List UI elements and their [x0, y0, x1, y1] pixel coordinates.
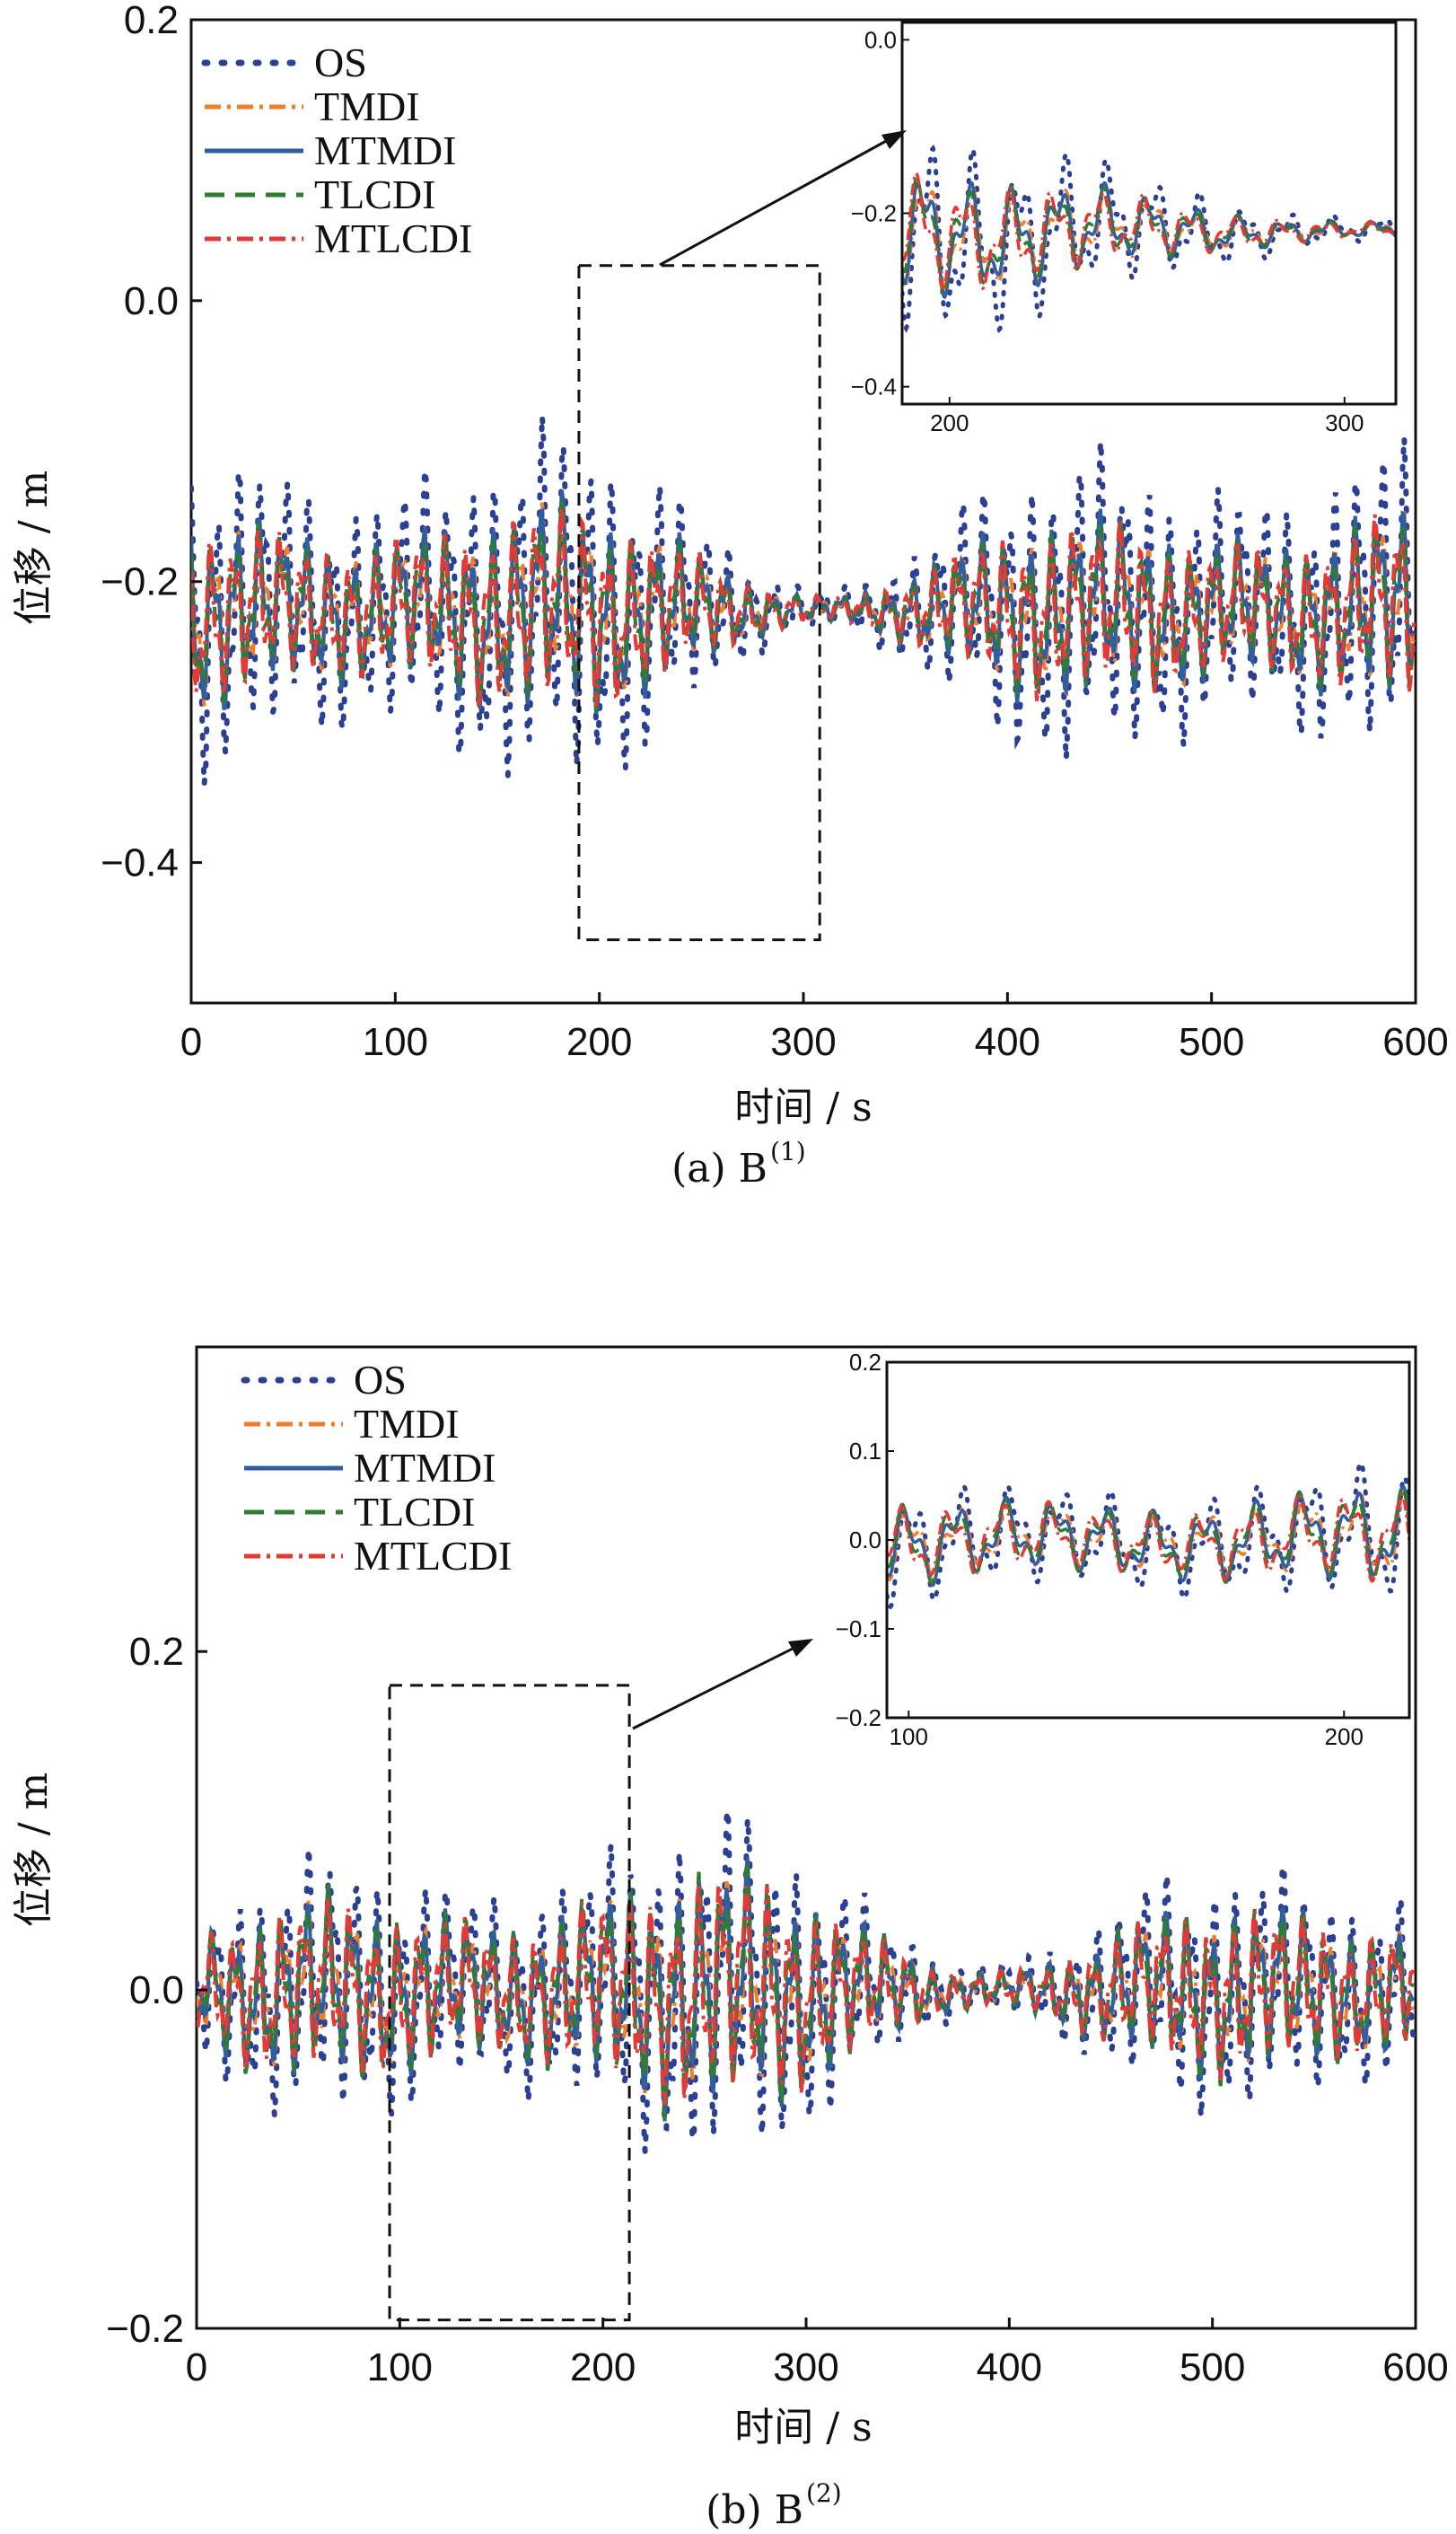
panel-a-y-tick-label: −0.4	[101, 841, 179, 885]
panel-b-zoom-arrow	[632, 1641, 804, 1730]
panel-a-x-tick-label: 200	[566, 1020, 632, 1064]
panel-b-x-tick-label: 200	[570, 2345, 636, 2389]
panel-a-inset: 200 300 −0.4 −0.2 0.0	[851, 21, 1398, 436]
panel-a-x-tick-label: 300	[770, 1020, 836, 1064]
panel-a-zoom-arrow	[659, 133, 899, 267]
panel-a-caption-superscript: (1)	[770, 1137, 806, 1166]
panel-a-x-tick-label: 0	[180, 1020, 202, 1064]
panel-a-x-ticks: 0 100 200 300 400 500 600	[180, 992, 1449, 1064]
panel-b-x-ticks: 0 100 200 300 400 500 600	[186, 2318, 1449, 2389]
panel-a-caption: (a) B	[671, 1146, 767, 1192]
panel-b-inset-series-mtlcdi	[887, 1491, 1409, 1583]
legend-label-os: OS	[354, 1357, 407, 1403]
panel-b-inset-y-tick-label: −0.1	[836, 1615, 881, 1642]
panel-a-series-tmdi	[191, 502, 1416, 707]
panel-a-xlabel: 时间 / s	[734, 1085, 872, 1131]
legend-label-tmdi: TMDI	[314, 84, 420, 129]
legend-label-tmdi: TMDI	[354, 1401, 460, 1447]
panel-b-inset-series-tmdi	[887, 1490, 1409, 1584]
panel-b-y-tick-label: 0.0	[129, 1968, 184, 2012]
panel-a-x-tick-label: 400	[975, 1020, 1040, 1064]
panel-b-inset-y-tick-label: 0.2	[849, 1349, 881, 1376]
panel-b-x-tick-label: 600	[1382, 2345, 1448, 2389]
legend-label-mtmdi: MTMDI	[314, 128, 456, 173]
panel-b-ylabel: 位移 / m	[11, 1773, 57, 1928]
panel-b-zoom-box	[388, 1684, 631, 2322]
panel-b-series-mtlcdi	[197, 1882, 1416, 2106]
panel-a-inset-series-mtlcdi	[902, 171, 1396, 293]
panel-b-x-tick-label: 300	[773, 2345, 838, 2389]
legend-label-tlcdi: TLCDI	[314, 172, 435, 217]
legend-label-tlcdi: TLCDI	[354, 1489, 475, 1535]
legend-label-os: OS	[314, 40, 367, 85]
panel-b-x-tick-label: 0	[186, 2345, 207, 2389]
panel-b-y-ticks: −0.2 0.0 0.2	[106, 1630, 207, 2351]
panel-b-inset-y-tick-label: −0.2	[836, 1704, 881, 1731]
legend-label-mtlcdi: MTLCDI	[314, 216, 472, 261]
panel-b-x-tick-label: 100	[367, 2345, 433, 2389]
panel-b-caption-superscript: (2)	[806, 2478, 842, 2508]
panel-b-x-tick-label: 400	[977, 2345, 1042, 2389]
panel-b-inset-x-tick-label: 100	[890, 1723, 928, 1750]
panel-a-y-ticks: −0.4 −0.2 0.0 0.2	[101, 0, 202, 885]
panel-b-series-group	[197, 1809, 1416, 2153]
panel-b: 0 100 200 300 400 500 600 −0.2 0.0 0.2 OSTMDIMTM…	[11, 1345, 1449, 2533]
panel-a-y-tick-label: 0.0	[124, 279, 179, 323]
panel-a: 0 100 200 300 400 500 600 −0.4 −0.2 0.0 0.2 OSTMD…	[11, 0, 1449, 1192]
panel-b-x-tick-label: 500	[1180, 2345, 1245, 2389]
panel-b-xlabel: 时间 / s	[734, 2405, 872, 2450]
panel-a-inset-x-tick-label: 200	[930, 409, 969, 436]
panel-a-x-tick-label: 100	[363, 1020, 428, 1064]
panel-a-x-tick-label: 600	[1382, 1020, 1448, 1064]
panel-a-inset-y-tick-label: 0.0	[864, 26, 897, 53]
legend-label-mtmdi: MTMDI	[354, 1445, 496, 1491]
panel-a-series-mtlcdi	[191, 506, 1416, 708]
panel-a-zoom-arrowhead	[881, 130, 907, 149]
panel-a-ylabel: 位移 / m	[11, 471, 57, 626]
panel-b-inset-y-tick-label: 0.1	[849, 1438, 881, 1465]
panel-a-y-tick-label: −0.2	[101, 560, 179, 604]
panel-b-inset-x-tick-label: 200	[1325, 1723, 1364, 1750]
panel-b-inset: 100 200 −0.2 −0.1 0.0 0.1 0.2	[836, 1349, 1411, 1750]
panel-a-y-tick-label: 0.2	[124, 0, 179, 42]
panel-b-y-tick-label: 0.2	[129, 1630, 184, 1674]
legend-label-mtlcdi: MTLCDI	[354, 1533, 512, 1579]
panel-b-y-tick-label: −0.2	[106, 2307, 184, 2351]
panel-a-series-group	[191, 415, 1416, 786]
panel-a-inset-x-tick-label: 300	[1325, 409, 1364, 436]
panel-b-caption: (b) B	[706, 2487, 803, 2533]
panel-b-inset-y-tick-label: 0.0	[849, 1527, 881, 1553]
panel-a-zoom-box	[577, 264, 821, 942]
panel-a-inset-y-tick-label: −0.2	[851, 200, 897, 227]
panel-a-x-tick-label: 500	[1179, 1020, 1244, 1064]
panel-b-zoom-arrowhead	[788, 1639, 813, 1657]
panel-a-inset-y-tick-label: −0.4	[851, 374, 897, 400]
